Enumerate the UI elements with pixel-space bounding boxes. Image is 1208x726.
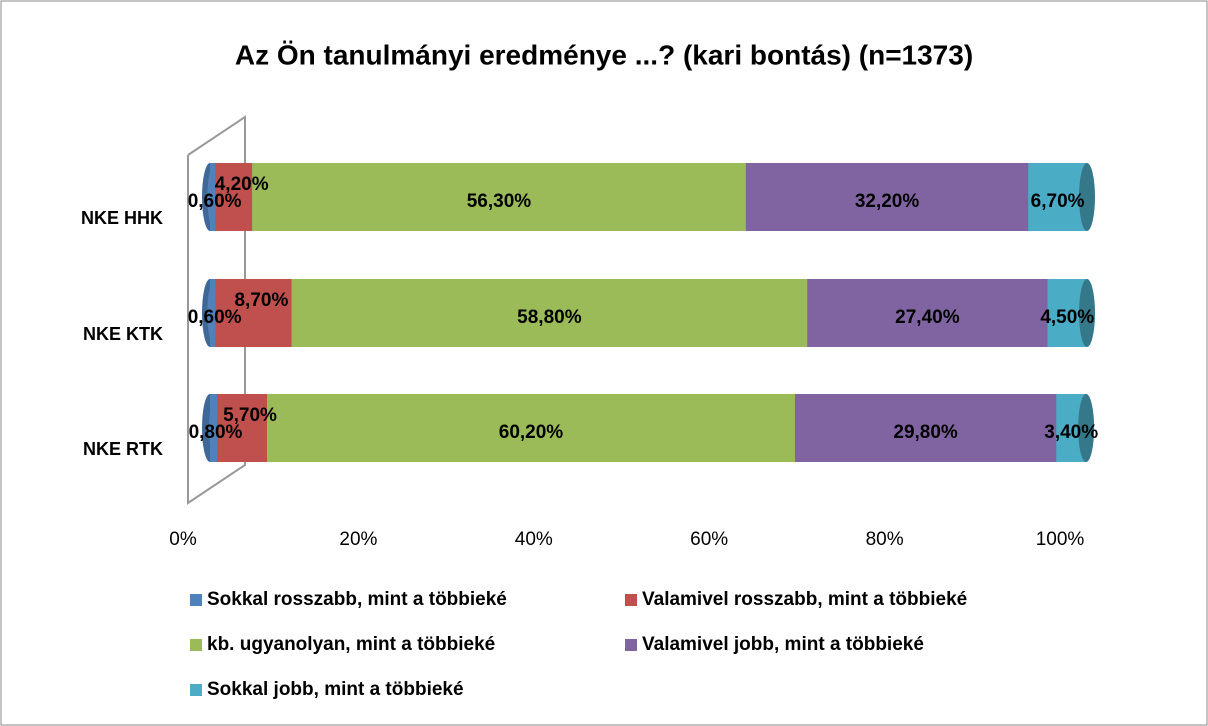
legend-label: Valamivel rosszabb, mint a többieké [642, 589, 967, 610]
legend-label: Valamivel jobb, mint a többieké [642, 634, 924, 655]
legend-label: Sokkal jobb, mint a többieké [207, 679, 464, 700]
legend-swatch [625, 639, 637, 651]
bar-cap [1079, 279, 1095, 347]
bar [215, 279, 292, 347]
data-label: 4,50% [1040, 307, 1094, 328]
x-tick-label: 60% [690, 529, 728, 550]
bar [794, 394, 1057, 462]
data-label: 27,40% [895, 307, 960, 328]
x-tick-label: 100% [1036, 529, 1085, 550]
bar-cap [1079, 163, 1095, 231]
x-tick-label: 80% [866, 529, 904, 550]
data-label: 32,20% [855, 191, 920, 212]
x-tick-label: 0% [169, 529, 197, 550]
data-label: 60,20% [499, 422, 564, 443]
data-label: 8,70% [234, 290, 288, 311]
legend-swatch [190, 594, 202, 606]
data-label: 0,60% [188, 191, 242, 212]
y-tick-label: NKE RTK [83, 439, 163, 459]
bar [267, 394, 795, 462]
data-label: 6,70% [1031, 191, 1085, 212]
legend-label: kb. ugyanolyan, mint a többieké [207, 634, 495, 655]
back-wall [187, 115, 246, 505]
bar [807, 279, 1048, 347]
bar [291, 279, 808, 347]
legend-swatch [190, 684, 202, 696]
data-label: 3,40% [1044, 422, 1098, 443]
bar [217, 394, 268, 462]
legend-label: Sokkal rosszabb, mint a többieké [207, 589, 507, 610]
bar [745, 163, 1029, 231]
chart-title: Az Ön tanulmányi eredménye ...? (kari bo… [235, 39, 973, 70]
data-label: 5,70% [223, 405, 277, 426]
data-label: 0,60% [188, 307, 242, 328]
data-label: 56,30% [467, 191, 532, 212]
bar-cap [1078, 394, 1095, 462]
legend-swatch [190, 639, 202, 651]
x-tick-label: 20% [339, 529, 377, 550]
x-tick-label: 40% [515, 529, 553, 550]
data-label: 29,80% [893, 422, 958, 443]
bar [1028, 163, 1087, 231]
y-tick-label: NKE HHK [81, 208, 163, 228]
data-label: 0,80% [189, 422, 243, 443]
legend-swatch [625, 594, 637, 606]
y-tick-label: NKE KTK [83, 324, 163, 344]
data-label: 58,80% [517, 307, 582, 328]
data-label: 4,20% [215, 174, 269, 195]
bar [252, 163, 746, 231]
